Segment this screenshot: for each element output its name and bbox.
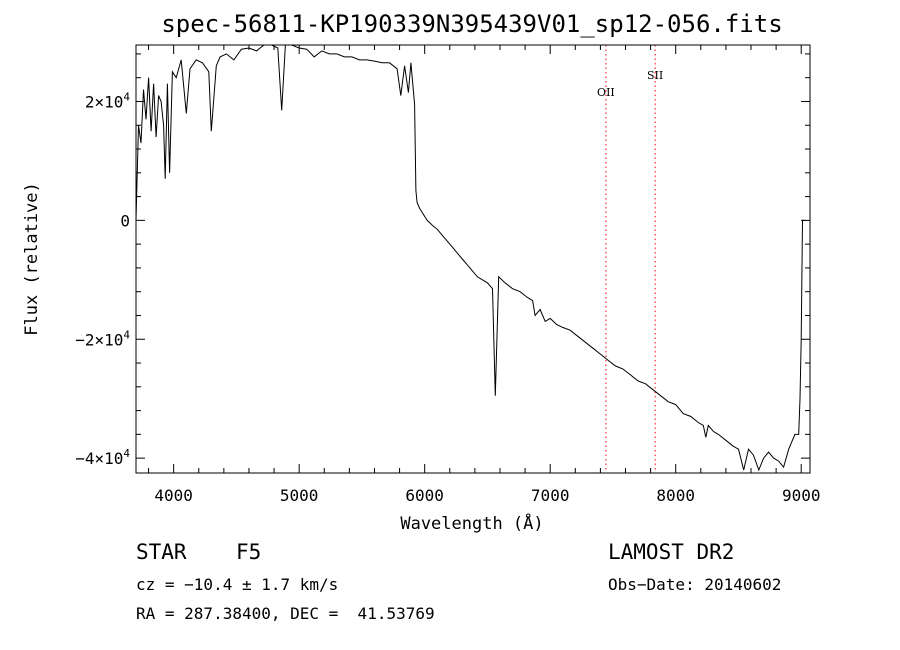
x-axis-label: Wavelength (Å) <box>400 512 543 534</box>
plot-frame <box>135 44 811 474</box>
ra-dec-coordinates: RA = 287.38400, DEC = 41.53769 <box>136 604 435 623</box>
y-tick-label: 2×104 <box>85 90 131 111</box>
x-tick-label: 8000 <box>656 486 695 505</box>
y-tick-label: 0 <box>120 211 130 230</box>
y-axis-label: Flux (relative) <box>22 182 42 336</box>
x-tick-label: 4000 <box>154 486 193 505</box>
annotation-label: SII <box>647 69 663 82</box>
object-type: STAR <box>136 540 187 564</box>
observation-date: Obs−Date: 20140602 <box>608 575 782 594</box>
redshift-velocity: cz = −10.4 ± 1.7 km/s <box>136 575 339 594</box>
axis-ticks <box>136 45 810 473</box>
chart-title: spec-56811-KP190339N395439V01_sp12-056.f… <box>161 10 782 38</box>
x-tick-label: 6000 <box>405 486 444 505</box>
survey-name: LAMOST DR2 <box>608 540 735 564</box>
spectrum-series-line <box>135 44 805 472</box>
tick-labels: 4000 5000 6000 7000 8000 9000 2×104 0 −2×104 −4×1… <box>75 90 820 505</box>
spectral-subclass: F5 <box>236 540 262 564</box>
y-tick-label: −4×104 <box>75 447 130 468</box>
annotation-label: OII <box>597 86 615 99</box>
x-tick-label: 5000 <box>280 486 319 505</box>
x-tick-label: 9000 <box>782 486 821 505</box>
emission-line-markers: OII SII <box>597 45 663 473</box>
y-tick-label: −2×104 <box>75 328 130 349</box>
x-tick-label: 7000 <box>531 486 570 505</box>
